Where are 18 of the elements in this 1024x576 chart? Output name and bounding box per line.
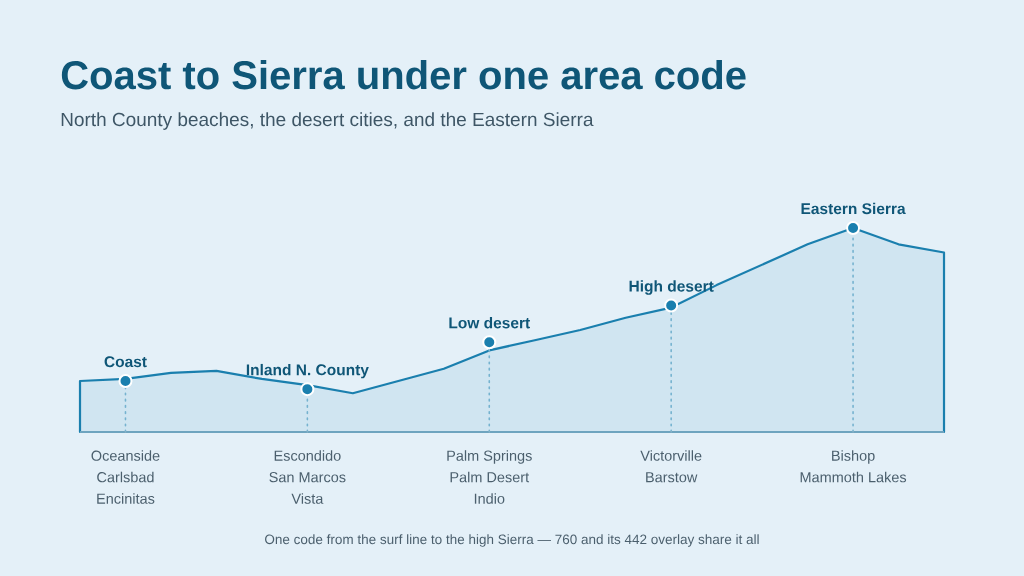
x-tick-label: Escondido San Marcos Vista: [269, 450, 346, 504]
x-tick-label: Palm Springs Palm Desert Indio: [447, 450, 532, 504]
annotation: Coast: [104, 356, 147, 368]
point: [482, 335, 497, 350]
point: [664, 298, 679, 313]
annotation: Inland N. County: [246, 363, 369, 379]
text: One code from the surf line to the high Sierra — 760 and its 442 overlay share it all: [265, 534, 759, 547]
x-tick-label: Oceanside Carlsbad Encinitas: [91, 450, 160, 504]
chart-subtitle: North County beaches, the desert cities, and the Eastern Sierra: [61, 112, 594, 130]
point: [846, 221, 861, 235]
x-tick-label: Bishop Mammoth Lakes: [800, 450, 907, 483]
annotation: Eastern Sierra: [801, 202, 906, 215]
point: [118, 374, 133, 388]
annotation: High desert: [629, 280, 714, 295]
annotation: Low desert: [449, 317, 530, 329]
chart-title: Coast to Sierra under one area code: [61, 60, 746, 90]
x-tick-label: Victorville Barstow: [640, 450, 702, 483]
point: [300, 382, 315, 397]
